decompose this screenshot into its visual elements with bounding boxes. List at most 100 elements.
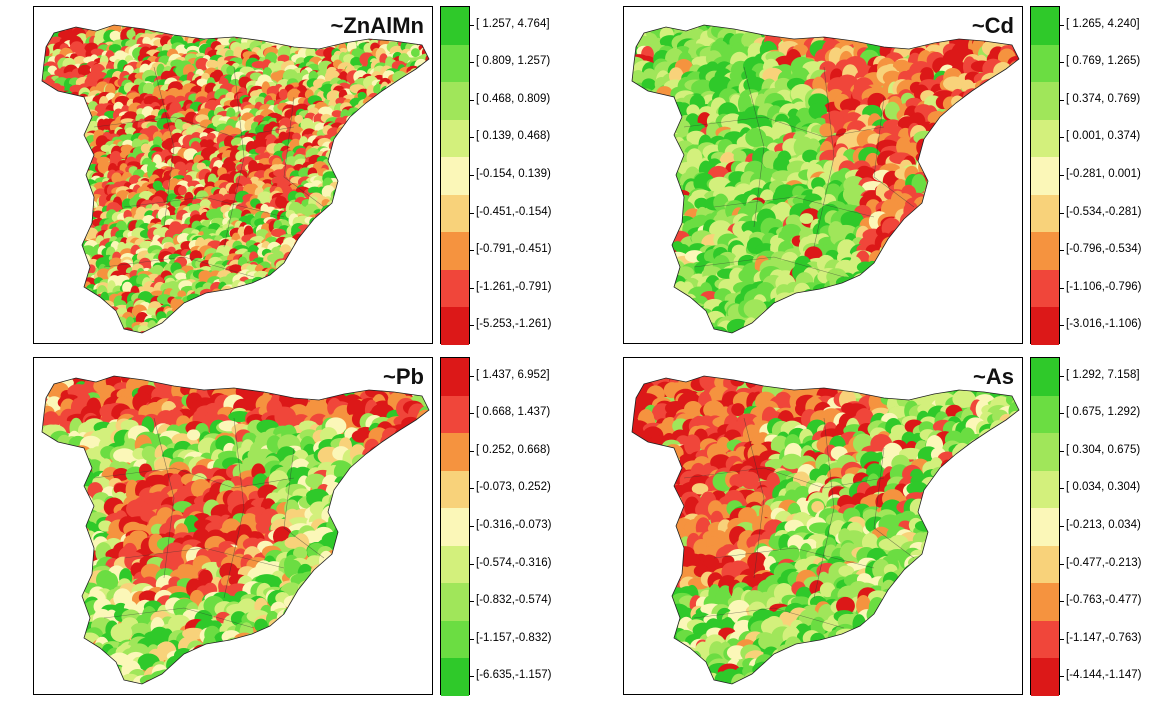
legend-swatch — [1031, 307, 1059, 345]
legend-color-bar — [440, 357, 470, 696]
legend-tick — [1060, 99, 1064, 101]
legend-tick — [470, 563, 474, 565]
legend-tick — [1060, 212, 1064, 214]
legend-swatch — [441, 7, 469, 45]
legend-label: [-5.253,-1.261) — [476, 318, 552, 331]
legend-label: [-0.213, 0.034) — [1066, 519, 1141, 531]
legend-color-bar — [1030, 357, 1060, 696]
map-title: ~ZnAlMn — [330, 13, 425, 38]
map-frame: ~ZnAlMn — [33, 6, 433, 344]
legend-label: [ 0.001, 0.374) — [1066, 130, 1141, 143]
legend-label: [ 0.252, 0.668) — [476, 443, 551, 456]
legend-label: [ 1.292, 7.158] — [1066, 368, 1140, 381]
choropleth-map — [41, 24, 430, 334]
legend-swatch — [441, 658, 469, 696]
legend-swatch — [441, 433, 469, 471]
legend-swatch — [1031, 269, 1059, 308]
legend-tick — [470, 526, 474, 527]
legend-tick — [1060, 638, 1064, 640]
choropleth-map — [41, 375, 430, 685]
legend-swatch — [1031, 232, 1059, 270]
legend-swatch — [1031, 433, 1059, 471]
map-panel-as: ~As [ 1.292, 7.158] [ 0.675, 1.292) [ 0.30… — [623, 357, 1166, 697]
legend-tick — [470, 287, 474, 289]
map-panel-pb: ~Pb [ 1.437, 6.952] [ 0.668, 1.437) [ 0.25… — [33, 357, 593, 697]
legend-label: [-1.157,-0.832) — [476, 631, 552, 644]
legend-tick — [1060, 413, 1064, 415]
legend-tick — [470, 99, 474, 101]
choropleth-map — [631, 24, 1020, 334]
legend-tick — [1060, 450, 1064, 452]
country-outline — [631, 375, 1020, 685]
legend-label: [ 0.468, 0.809) — [476, 92, 551, 105]
legend-label: [ 0.675, 1.292) — [1066, 406, 1141, 419]
country-outline — [631, 24, 1020, 334]
legend-swatch — [441, 119, 469, 158]
legend-label: [-0.281, 0.001) — [1066, 168, 1141, 180]
legend-label: [ 1.265, 4.240] — [1066, 17, 1140, 30]
legend-label: [ 0.809, 1.257) — [476, 55, 551, 68]
legend-color-bar — [440, 6, 470, 345]
legend-label: [ 1.257, 4.764] — [476, 17, 550, 30]
legend-label: [-0.477,-0.213) — [1066, 556, 1142, 569]
legend-label: [ 0.668, 1.437) — [476, 406, 551, 419]
map-frame: ~As — [623, 357, 1023, 695]
legend-tick — [470, 488, 474, 490]
legend-label: [-6.635,-1.157) — [476, 669, 552, 682]
legend-swatch — [1031, 194, 1059, 233]
legend-tick — [470, 212, 474, 214]
legend-swatch — [441, 620, 469, 659]
legend-swatch — [1031, 395, 1059, 434]
legend-tick — [1060, 24, 1064, 26]
legend-swatch — [441, 82, 469, 120]
legend-label: [-1.261,-0.791) — [476, 280, 552, 293]
legend-swatch — [441, 194, 469, 233]
legend-label: [ 1.437, 6.952] — [476, 368, 550, 381]
legend-swatch — [1031, 44, 1059, 83]
map-title: ~Cd — [971, 13, 1014, 38]
legend-tick — [1060, 175, 1064, 176]
legend-swatch — [441, 232, 469, 270]
legend-label: [-1.106,-0.796) — [1066, 280, 1142, 293]
legend-swatch — [441, 583, 469, 621]
legend-tick — [470, 250, 474, 252]
color-legend: [ 1.265, 4.240] [ 0.769, 1.265) [ 0.374, 0… — [1030, 6, 1150, 345]
legend-label: [-0.791,-0.451) — [476, 243, 552, 256]
legend-swatch — [1031, 583, 1059, 621]
choropleth-map — [631, 375, 1020, 685]
legend-label: [ 0.139, 0.468) — [476, 130, 551, 143]
color-legend: [ 1.257, 4.764] [ 0.809, 1.257) [ 0.468, 0… — [440, 6, 560, 345]
legend-tick — [1060, 137, 1064, 139]
legend-tick — [470, 413, 474, 415]
legend-label: [-0.073, 0.252) — [476, 481, 551, 494]
legend-tick — [470, 375, 474, 377]
legend-swatch — [441, 157, 469, 195]
legend-tick — [470, 601, 474, 603]
legend-swatch — [441, 44, 469, 83]
legend-swatch — [441, 508, 469, 546]
legend-tick — [470, 62, 474, 64]
legend-swatch — [1031, 620, 1059, 659]
legend-tick — [1060, 375, 1064, 377]
legend-swatch — [1031, 358, 1059, 396]
legend-label: [-0.534,-0.281) — [1066, 205, 1142, 218]
legend-label: [-1.147,-0.763) — [1066, 631, 1142, 644]
legend-swatch — [441, 470, 469, 509]
legend-label: [ 0.034, 0.304) — [1066, 481, 1141, 494]
legend-swatch — [441, 395, 469, 434]
legend-tick — [470, 175, 474, 176]
legend-tick — [470, 676, 474, 678]
legend-tick — [1060, 250, 1064, 252]
legend-label: [-0.574,-0.316) — [476, 556, 552, 569]
country-outline — [41, 375, 430, 685]
legend-tick — [1060, 488, 1064, 490]
legend-label: [ 0.374, 0.769) — [1066, 92, 1141, 105]
legend-tick — [470, 137, 474, 139]
legend-swatch — [441, 545, 469, 584]
map-frame: ~Cd — [623, 6, 1023, 344]
color-legend: [ 1.292, 7.158] [ 0.675, 1.292) [ 0.304, 0… — [1030, 357, 1150, 696]
legend-tick — [470, 638, 474, 640]
map-panel-znalmn: ~ZnAlMn [ 1.257, 4.764][ 0.809, 1.257)[ … — [33, 6, 593, 346]
legend-tick — [1060, 676, 1064, 678]
legend-label: [-0.451,-0.154) — [476, 205, 552, 218]
